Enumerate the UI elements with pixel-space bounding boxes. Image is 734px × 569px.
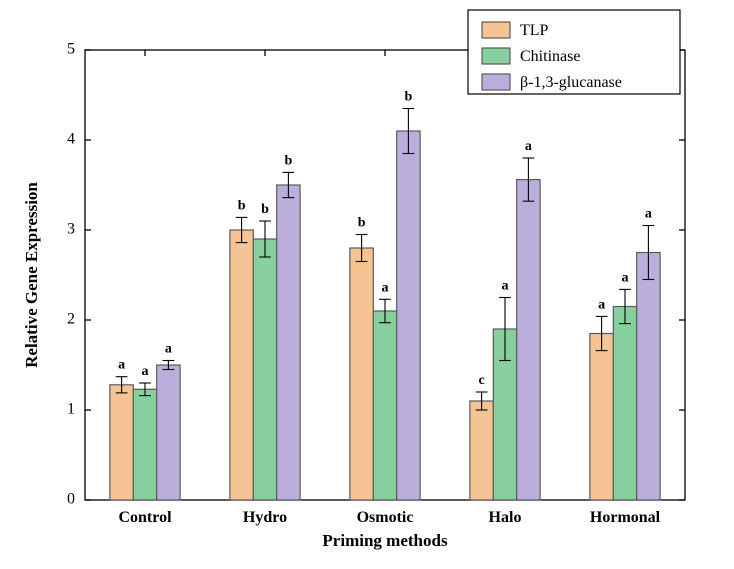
bar	[613, 307, 636, 501]
bar	[350, 248, 373, 500]
significance-label: b	[238, 198, 246, 213]
legend-swatch	[482, 48, 510, 64]
significance-label: b	[358, 216, 366, 231]
significance-label: b	[261, 202, 269, 217]
bar	[590, 334, 613, 501]
x-axis-title: Priming methods	[322, 531, 448, 550]
bar	[470, 401, 493, 500]
y-tick-label: 0	[67, 491, 75, 508]
significance-label: a	[645, 207, 652, 222]
x-tick-label: Control	[118, 509, 172, 526]
bar	[373, 311, 396, 500]
significance-label: a	[502, 279, 509, 294]
significance-label: a	[382, 280, 389, 295]
bar	[397, 131, 420, 500]
legend: TLP Chitinase β-1,3-glucanase	[468, 10, 680, 94]
significance-label: a	[142, 364, 149, 379]
bar	[277, 185, 300, 500]
y-axis-title: Relative Gene Expression	[22, 182, 41, 368]
bar	[253, 239, 276, 500]
bar	[157, 365, 180, 500]
significance-label: a	[622, 270, 629, 285]
significance-label: c	[478, 373, 484, 388]
significance-label: a	[165, 342, 172, 357]
y-tick-label: 2	[67, 311, 75, 328]
y-tick-label: 1	[67, 401, 75, 418]
legend-swatch	[482, 22, 510, 38]
bar	[517, 180, 540, 500]
bar	[230, 230, 253, 500]
significance-label: a	[525, 139, 532, 154]
bar	[637, 253, 660, 501]
y-tick-label: 5	[67, 41, 75, 58]
legend-label: Chitinase	[520, 48, 580, 65]
legend-swatch	[482, 74, 510, 90]
significance-label: b	[405, 90, 413, 105]
x-tick-label: Halo	[489, 509, 522, 526]
significance-label: b	[285, 153, 293, 168]
y-tick-label: 4	[67, 131, 75, 148]
significance-label: a	[598, 297, 605, 312]
y-tick-label: 3	[67, 221, 75, 238]
significance-label: a	[118, 358, 125, 373]
x-tick-label: Hydro	[243, 509, 287, 526]
bar	[110, 385, 133, 500]
x-tick-label: Osmotic	[357, 509, 414, 526]
bar	[133, 389, 156, 500]
legend-label: TLP	[520, 22, 549, 39]
bar-chart: 0 1 2 3 4 5 Control Hydro Osmotic Halo Hormonal Pri…	[0, 0, 734, 569]
x-tick-label: Hormonal	[590, 509, 661, 526]
legend-label: β-1,3-glucanase	[520, 74, 622, 91]
